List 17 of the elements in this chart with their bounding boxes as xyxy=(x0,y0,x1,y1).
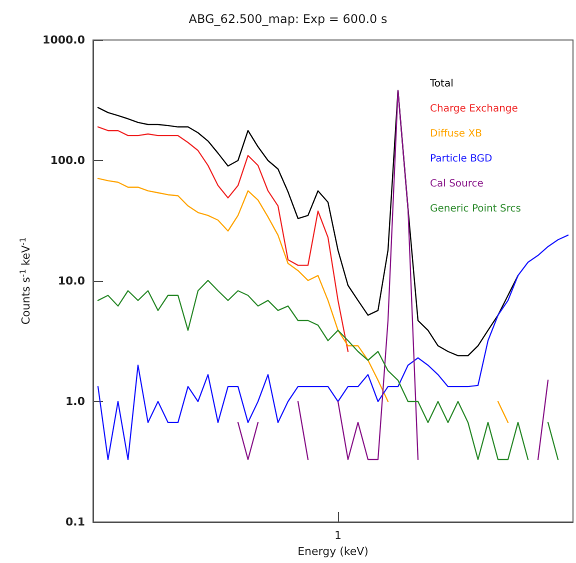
text: Charge Exchange xyxy=(430,104,518,114)
text: Total xyxy=(429,78,454,90)
text: Diffuse XB xyxy=(430,128,482,140)
y-axis-title: Counts s-1 keV-1 xyxy=(18,237,32,325)
y-tick-label: 1.0 xyxy=(66,395,86,408)
y-tick-label: 0.1 xyxy=(66,516,85,528)
text: Particle BGD xyxy=(430,154,493,164)
y-tick-label: 100.0 xyxy=(50,154,86,167)
text: Cal Source xyxy=(430,178,484,190)
x-axis-title: Energy (keV) xyxy=(298,544,368,558)
line-series xyxy=(97,234,569,460)
chart-title: ABG_62.500_map: Exp = 600.0 s xyxy=(188,12,388,26)
y-tick-label: 1000.0 xyxy=(42,34,86,46)
line-series xyxy=(97,126,349,352)
text: Generic Point Srcs xyxy=(430,204,521,214)
y-tick-label: 10.0 xyxy=(58,274,86,288)
x-tick-label: 1 xyxy=(334,529,342,542)
